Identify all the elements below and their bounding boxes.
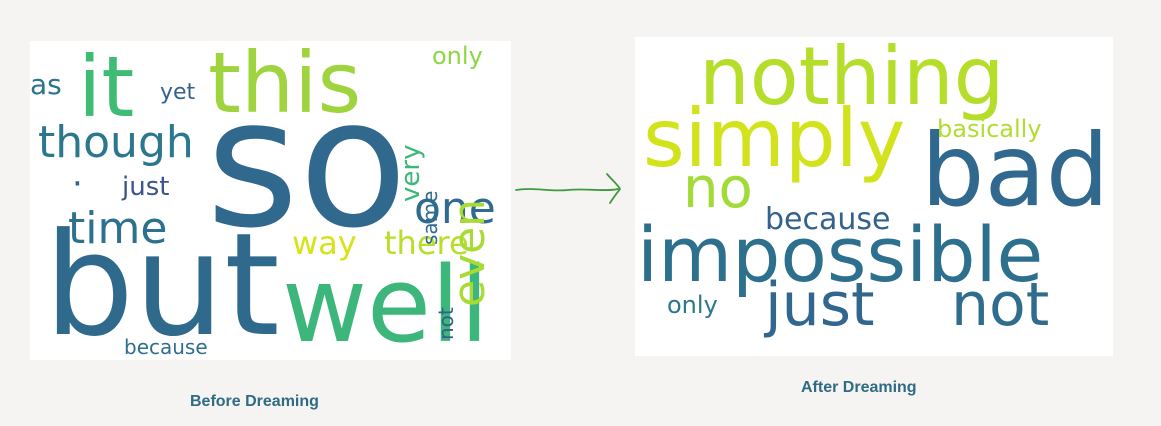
after-caption: After Dreaming xyxy=(801,379,917,396)
word-nothing: nothing xyxy=(699,37,1005,123)
word-even: even xyxy=(444,198,495,307)
word-bad: bad xyxy=(921,112,1110,229)
word-dot: · xyxy=(72,164,83,204)
word-cloud-after: nothing simply bad no basically because … xyxy=(635,37,1113,356)
word-simply: simply xyxy=(643,92,906,185)
word-basically: basically xyxy=(937,115,1042,143)
word-because: because xyxy=(765,202,891,237)
word-only: only xyxy=(432,42,483,70)
word-just: just xyxy=(122,172,170,202)
word-impossible: impossible xyxy=(637,210,1044,299)
arrow-shaft xyxy=(515,188,619,192)
word-yet: yet xyxy=(160,80,196,105)
word-same: same xyxy=(418,190,442,245)
word-it: it xyxy=(78,41,135,136)
word-way: way xyxy=(292,224,357,262)
before-caption: Before Dreaming xyxy=(190,393,319,410)
word-not: not xyxy=(434,307,458,340)
word-cloud-before: so but well this it though time one way … xyxy=(30,41,511,360)
word-not: not xyxy=(951,270,1050,340)
word-well: well xyxy=(282,244,489,360)
word-no: no xyxy=(683,156,753,221)
word-just: just xyxy=(765,270,875,340)
word-though: though xyxy=(38,117,194,168)
word-this: this xyxy=(208,41,362,132)
word-so: so xyxy=(206,60,408,267)
right-arrow-icon xyxy=(515,173,622,204)
word-because: because xyxy=(124,335,208,359)
word-only: only xyxy=(667,291,718,319)
word-but: but xyxy=(44,203,280,360)
arrow-head xyxy=(606,173,622,204)
word-there: there xyxy=(384,224,469,262)
word-one: one xyxy=(414,183,496,234)
word-time: time xyxy=(68,203,168,254)
word-as: as xyxy=(30,68,62,101)
